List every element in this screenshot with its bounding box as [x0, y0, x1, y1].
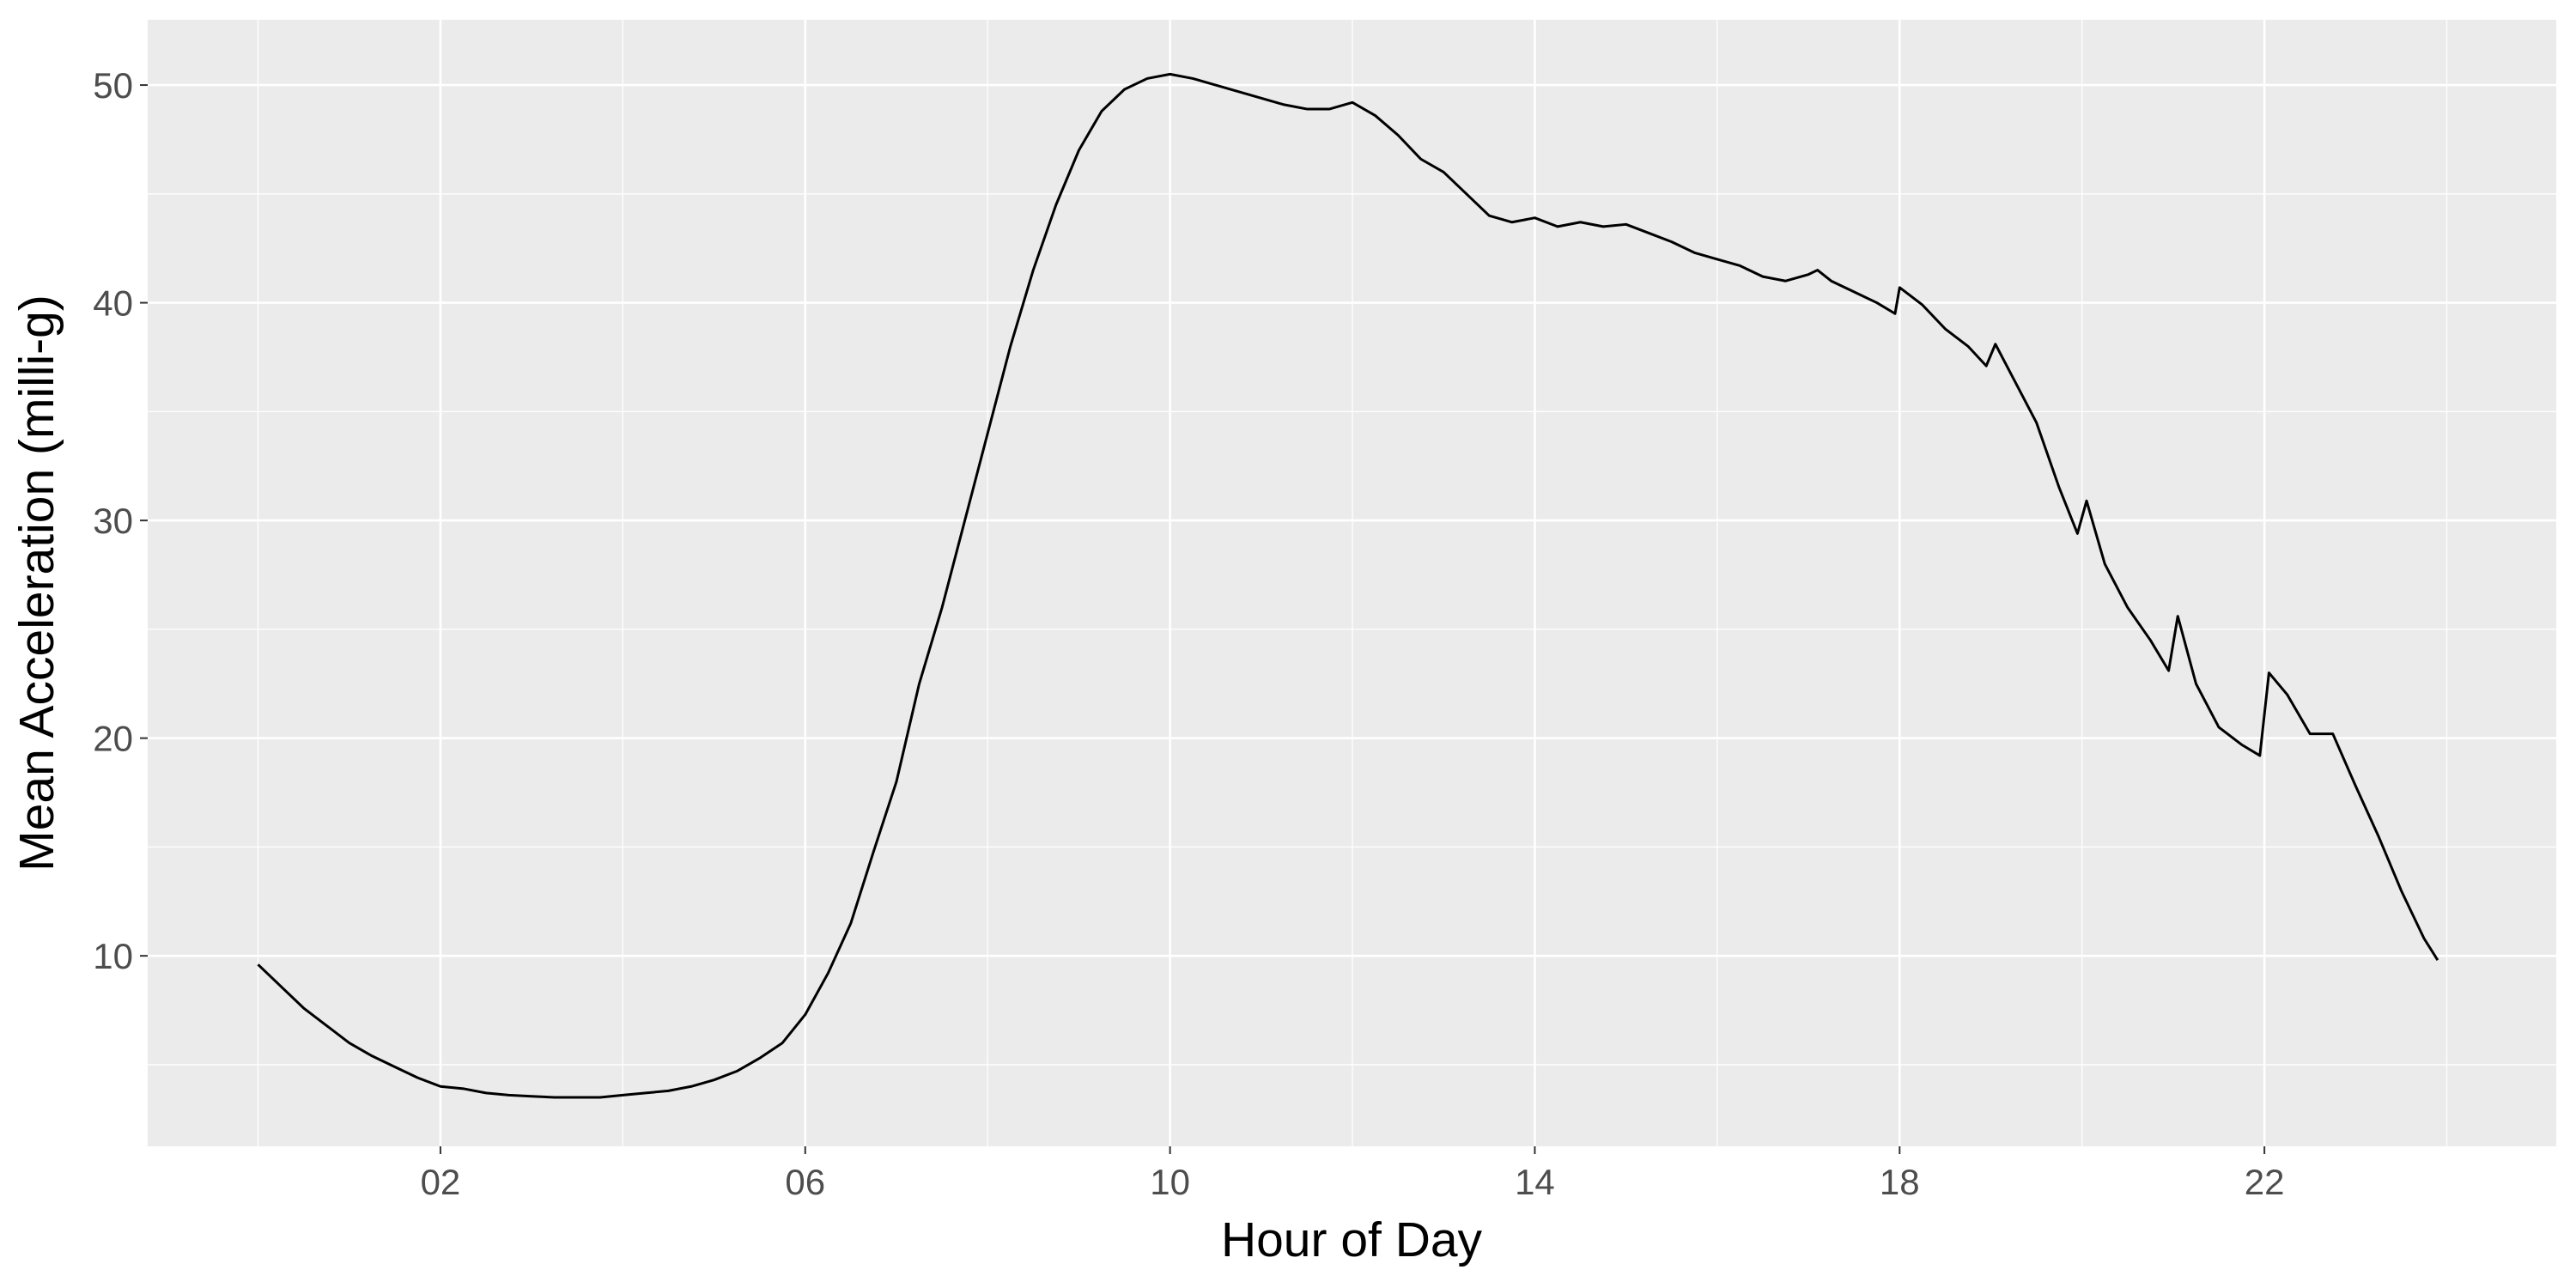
x-tick-label: 10 — [1150, 1162, 1190, 1202]
x-axis-title: Hour of Day — [1221, 1212, 1483, 1267]
plot — [257, 72, 2439, 1099]
x-tick-label: 18 — [1880, 1162, 1920, 1202]
data-line — [257, 72, 2439, 1099]
y-axis-title: Mean Acceleration (milli-g) — [9, 295, 64, 872]
x-tick-label: 22 — [2245, 1162, 2285, 1202]
x-tick-label: 14 — [1515, 1162, 1555, 1202]
y-tick-label: 20 — [93, 719, 133, 759]
grid — [148, 20, 2556, 1146]
y-tick-label: 50 — [93, 65, 133, 106]
y-tick-label: 30 — [93, 501, 133, 541]
axes: 02 06 10 14 18 22 10 20 30 40 50 — [93, 65, 2284, 1202]
x-tick-label: 02 — [421, 1162, 461, 1202]
x-tick-label: 06 — [785, 1162, 825, 1202]
y-tick-label: 10 — [93, 936, 133, 976]
y-tick-label: 40 — [93, 283, 133, 324]
